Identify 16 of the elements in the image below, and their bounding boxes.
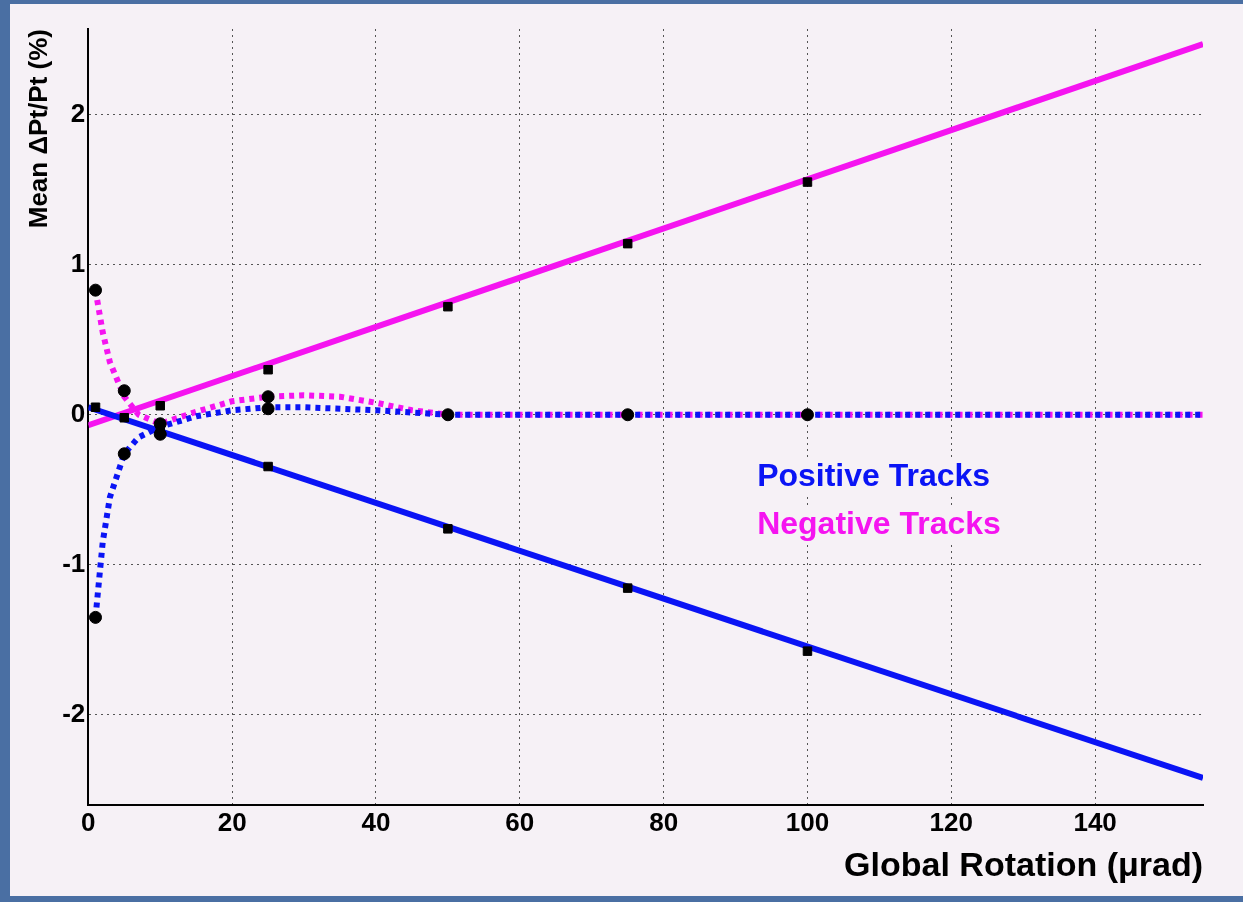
- y-tick-label: -1: [62, 548, 86, 579]
- text: Negative Tracks: [757, 504, 1001, 541]
- x-axis-title: Global Rotation (μrad): [844, 844, 1203, 883]
- y-tick-label: 1: [70, 247, 86, 278]
- y-tick-label: 0: [70, 397, 86, 428]
- y-tick-label: -2: [62, 698, 86, 729]
- x-tick-label: 80: [649, 806, 679, 837]
- y-axis-title: Mean ΔPt/Pt (%): [22, 29, 53, 229]
- x-tick-label: 120: [929, 806, 973, 837]
- x-tick-label: 60: [505, 806, 535, 837]
- x-tick-label: 20: [217, 806, 247, 837]
- x-tick-label: 140: [1073, 806, 1117, 837]
- text: Positive Tracks: [757, 456, 991, 493]
- x-tick-label: 40: [361, 806, 391, 837]
- x-tick-label: 100: [785, 806, 830, 837]
- y-tick-label: 2: [70, 97, 86, 128]
